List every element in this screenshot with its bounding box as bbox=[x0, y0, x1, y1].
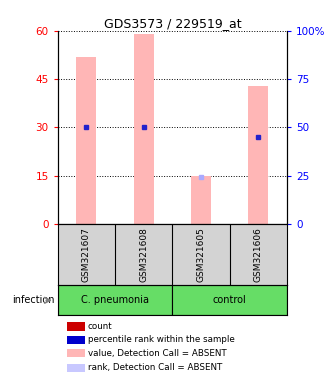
Bar bbox=[67, 336, 84, 344]
Bar bbox=[76, 56, 96, 224]
Bar bbox=[58, 285, 173, 316]
Bar bbox=[134, 34, 154, 224]
Bar bbox=[191, 176, 211, 224]
Title: GDS3573 / 229519_at: GDS3573 / 229519_at bbox=[104, 17, 241, 30]
Text: GSM321607: GSM321607 bbox=[82, 227, 91, 282]
Bar bbox=[67, 322, 84, 331]
Text: GSM321608: GSM321608 bbox=[139, 227, 148, 282]
Text: control: control bbox=[213, 295, 247, 305]
Text: count: count bbox=[88, 322, 113, 331]
Bar bbox=[173, 285, 287, 316]
Text: GSM321605: GSM321605 bbox=[197, 227, 206, 282]
Text: C. pneumonia: C. pneumonia bbox=[81, 295, 149, 305]
Text: percentile rank within the sample: percentile rank within the sample bbox=[88, 335, 235, 344]
Bar bbox=[248, 86, 269, 224]
Text: GSM321606: GSM321606 bbox=[254, 227, 263, 282]
Text: infection: infection bbox=[12, 295, 54, 305]
Text: rank, Detection Call = ABSENT: rank, Detection Call = ABSENT bbox=[88, 363, 222, 372]
Text: value, Detection Call = ABSENT: value, Detection Call = ABSENT bbox=[88, 349, 226, 358]
Bar bbox=[67, 349, 84, 358]
Bar bbox=[67, 364, 84, 372]
